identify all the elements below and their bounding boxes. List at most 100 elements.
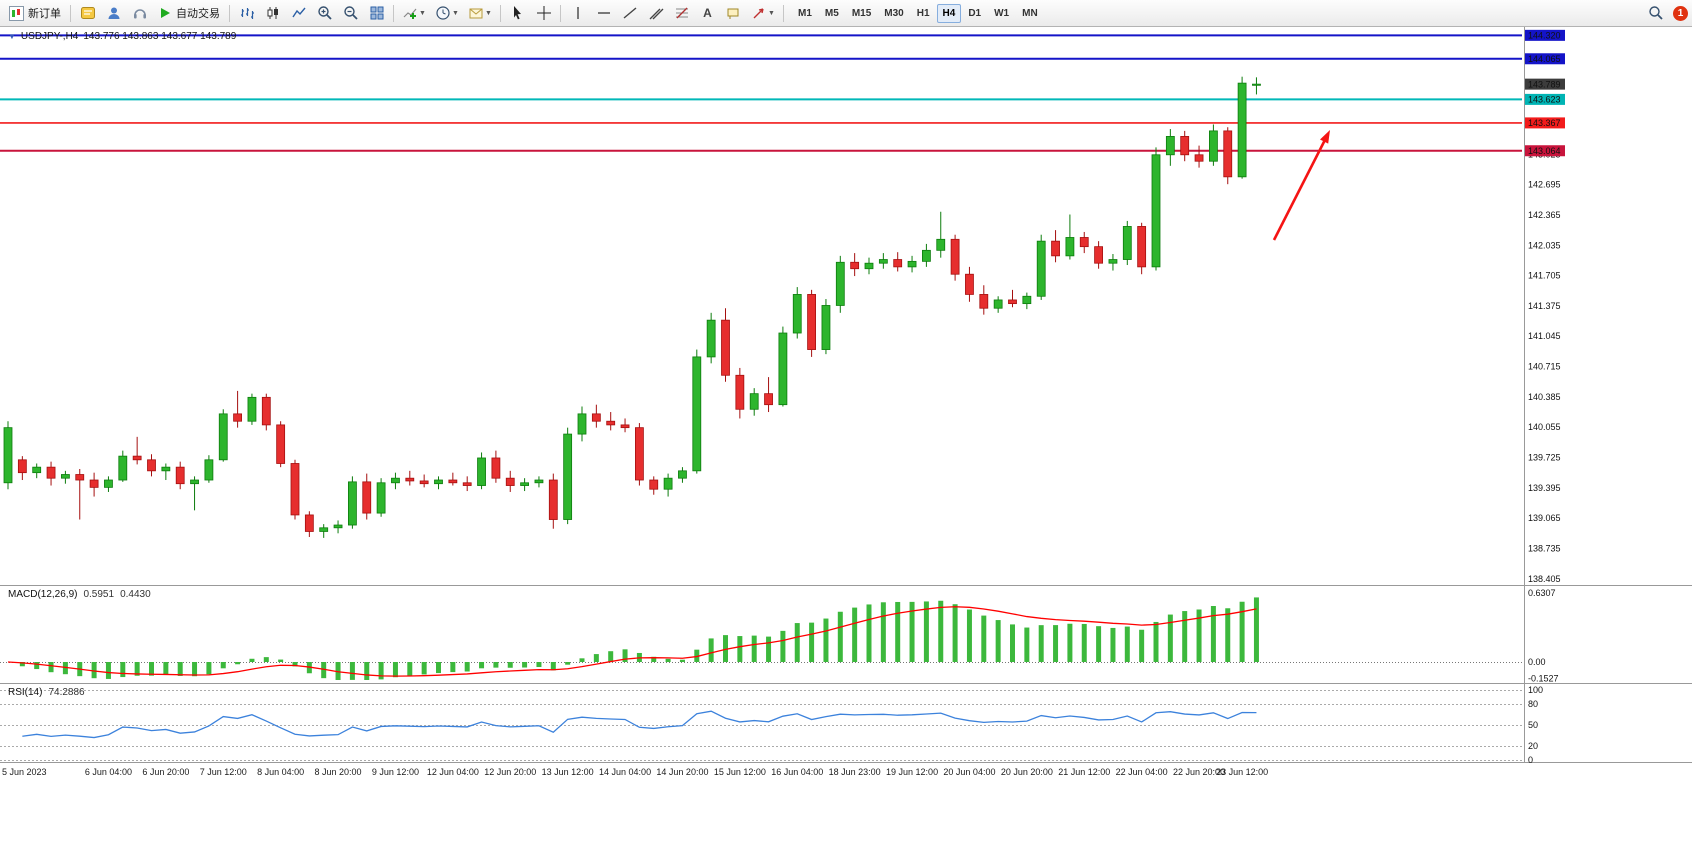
candlestick-chart-button[interactable] <box>260 3 285 24</box>
auto-trading-button[interactable]: 自动交易 <box>153 3 225 24</box>
tile-windows-icon <box>370 6 383 20</box>
bar-chart-button[interactable] <box>234 3 259 24</box>
svg-text:-0.1527: -0.1527 <box>1528 674 1559 683</box>
svg-text:140.385: 140.385 <box>1528 392 1561 402</box>
vertical-line-tool-button[interactable] <box>565 3 590 24</box>
profile-icon <box>108 7 119 19</box>
shapes-menu-button[interactable]: ▼ <box>747 3 779 24</box>
chart-title-symbol: USDJPY-,H4 <box>20 31 79 42</box>
timeframe-button-M1[interactable]: M1 <box>798 7 812 19</box>
svg-text:139.065: 139.065 <box>1528 513 1561 523</box>
cursor-icon <box>513 6 521 20</box>
time-axis-label: 9 Jun 12:00 <box>371 767 419 777</box>
macd-name: MACD(12,26,9) <box>8 589 78 600</box>
rsi-value: 74.2886 <box>48 687 85 698</box>
channel-tool-button[interactable] <box>643 3 668 24</box>
svg-text:142.695: 142.695 <box>1528 180 1561 190</box>
svg-text:138.405: 138.405 <box>1528 574 1561 584</box>
cursor-tool-button[interactable] <box>505 3 530 24</box>
label-icon <box>727 8 738 19</box>
new-order-label: 新订单 <box>28 8 61 20</box>
periods-menu-button[interactable]: ▼ <box>431 3 463 24</box>
tile-windows-button[interactable] <box>364 3 389 24</box>
chart-title-ohlc: 143.776 143.863 143.677 143.789 <box>83 31 237 42</box>
channel-icon <box>649 8 663 20</box>
svg-text:20: 20 <box>1528 741 1538 751</box>
rsi-panel-canvas[interactable]: 100 80 50 20 0 <box>0 683 1692 763</box>
macd-panel-canvas[interactable]: 0.6307 0.00 -0.1527 <box>0 585 1692 683</box>
candlestick-chart-icon <box>267 7 278 19</box>
bar-chart-icon <box>240 8 254 19</box>
time-axis-label: 6 Jun 20:00 <box>142 767 190 777</box>
time-axis-label: 22 Jun 04:00 <box>1115 767 1168 777</box>
templates-icon <box>469 8 483 19</box>
zoom-out-button[interactable] <box>338 3 363 24</box>
time-axis-label: 16 Jun 04:00 <box>771 767 824 777</box>
label-tool-button[interactable] <box>721 3 746 24</box>
chart-window: ▼ USDJPY-,H4 143.776 143.863 143.677 143… <box>0 26 1692 847</box>
time-axis-label: 12 Jun 04:00 <box>426 767 479 777</box>
chart-title: ▼ USDJPY-,H4 143.776 143.863 143.677 143… <box>8 31 236 42</box>
community-button[interactable] <box>127 3 152 24</box>
time-axis[interactable]: 5 Jun 2023 6 Jun 04:00 6 Jun 20:00 7 Jun 12… <box>0 763 1692 785</box>
time-axis-label: 22 Jun 20:00 <box>1173 767 1226 777</box>
trendline-icon <box>623 7 636 19</box>
symbol-icon: ▼ <box>8 31 16 41</box>
toolbar: 新订单 自动交易 ▼ ▼ ▼ <box>0 0 1692 27</box>
line-chart-button[interactable] <box>286 3 311 24</box>
svg-text:143.789: 143.789 <box>1528 79 1561 89</box>
chevron-down-icon: ▼ <box>485 9 492 17</box>
line-chart-icon <box>291 7 306 18</box>
zoom-out-icon <box>343 6 358 20</box>
timeframe-button-H1[interactable]: H1 <box>916 7 930 19</box>
svg-text:143.623: 143.623 <box>1528 95 1561 105</box>
toolbar-separator <box>560 4 561 22</box>
svg-text:141.705: 141.705 <box>1528 271 1561 281</box>
rsi-label: RSI(14) 74.2886 <box>8 687 85 698</box>
new-order-button[interactable]: 新订单 <box>4 3 66 24</box>
macd-label: MACD(12,26,9) 0.5951 0.4430 <box>8 589 151 600</box>
timeframe-button-M5[interactable]: M5 <box>824 7 839 19</box>
price-chart-canvas[interactable]: 143.025142.695142.365142.035141.705141.3… <box>0 26 1692 585</box>
time-axis-label: 8 Jun 04:00 <box>257 767 305 777</box>
time-axis-label: 20 Jun 20:00 <box>1000 767 1053 777</box>
templates-menu-button[interactable]: ▼ <box>464 3 496 24</box>
timeframe-button-D1[interactable]: D1 <box>968 7 982 19</box>
chevron-down-icon: ▼ <box>419 9 426 17</box>
auto-trading-label: 自动交易 <box>176 8 220 20</box>
arrows-shapes-icon <box>753 8 764 19</box>
trendline-tool-button[interactable] <box>617 3 642 24</box>
metaeditor-button[interactable] <box>75 3 100 24</box>
svg-text:144.065: 144.065 <box>1528 54 1561 64</box>
time-axis-label: 14 Jun 20:00 <box>656 767 709 777</box>
profile-button[interactable] <box>101 3 126 24</box>
text-tool-button[interactable]: A <box>695 3 720 24</box>
timeframe-group: M1 M5 M15 M30 H1 H4 D1 W1 MN <box>792 3 1044 23</box>
fibonacci-tool-button[interactable] <box>669 3 694 24</box>
svg-text:138.735: 138.735 <box>1528 543 1561 553</box>
time-axis-label: 7 Jun 12:00 <box>199 767 247 777</box>
toolbar-separator <box>229 4 230 22</box>
time-axis-label: 6 Jun 04:00 <box>84 767 132 777</box>
crosshair-tool-button[interactable] <box>531 3 556 24</box>
indicators-icon <box>403 8 417 19</box>
time-axis-label: 5 Jun 2023 <box>2 767 47 777</box>
timeframe-button-MN[interactable]: MN <box>1022 7 1038 19</box>
horizontal-line-icon <box>597 12 610 14</box>
indicators-menu-button[interactable]: ▼ <box>398 3 430 24</box>
chevron-down-icon: ▼ <box>452 9 459 17</box>
svg-text:140.715: 140.715 <box>1528 362 1561 372</box>
svg-text:144.320: 144.320 <box>1528 31 1561 41</box>
timeframe-button-M30[interactable]: M30 <box>884 7 904 19</box>
search-button[interactable] <box>1643 3 1668 24</box>
timeframe-button-W1[interactable]: W1 <box>994 7 1010 19</box>
chevron-down-icon: ▼ <box>768 9 775 17</box>
notification-badge[interactable]: 1 <box>1673 5 1688 21</box>
horizontal-line-tool-button[interactable] <box>591 3 616 24</box>
timeframe-button-H4[interactable]: H4 <box>936 3 962 23</box>
zoom-in-button[interactable] <box>312 3 337 24</box>
timeframe-button-M15[interactable]: M15 <box>851 7 872 19</box>
text-tool-icon: A <box>703 6 712 20</box>
svg-text:139.395: 139.395 <box>1528 483 1561 493</box>
svg-text:143.064: 143.064 <box>1528 146 1561 156</box>
